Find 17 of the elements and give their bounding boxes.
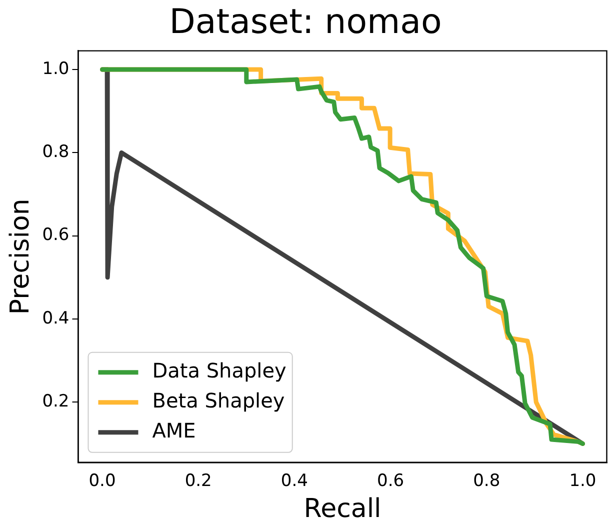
- y-tick-label: 0.6: [42, 225, 70, 246]
- y-axis-title: Precision: [5, 198, 36, 315]
- legend-label: AME: [152, 418, 196, 443]
- chart-title: Dataset: nomao: [169, 2, 442, 42]
- y-tick-label: 0.4: [42, 308, 70, 328]
- legend-label: Beta Shapley: [152, 388, 285, 413]
- x-axis-title: Recall: [304, 494, 382, 524]
- x-tick-label: 0.2: [184, 471, 212, 492]
- x-tick-label: 0.0: [88, 471, 116, 492]
- x-tick-label: 1.0: [569, 471, 596, 492]
- y-tick-label: 1.0: [42, 58, 70, 79]
- x-tick-label: 0.6: [377, 471, 404, 492]
- y-tick-label: 0.2: [42, 392, 70, 412]
- legend-label: Data Shapley: [152, 358, 287, 383]
- y-tick-label: 0.8: [42, 142, 70, 162]
- x-tick-label: 0.8: [473, 471, 500, 492]
- x-tick-label: 0.4: [280, 471, 308, 492]
